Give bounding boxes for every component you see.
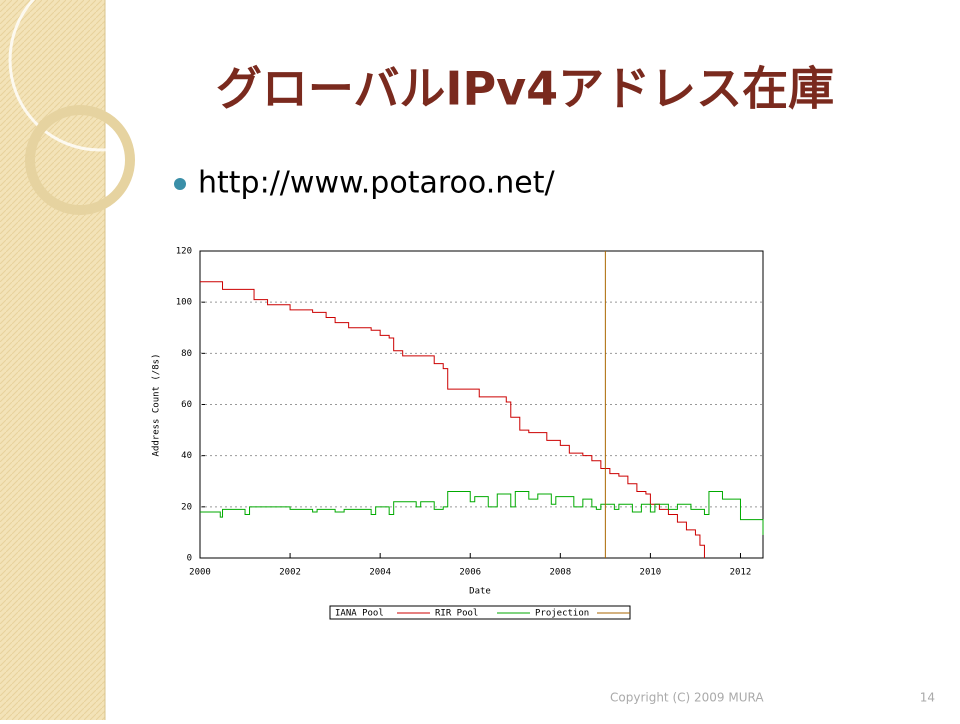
footer: Copyright (C) 2009 MURA bbox=[610, 691, 764, 705]
y-tick-label: 120 bbox=[176, 247, 192, 257]
deco-circle bbox=[25, 105, 135, 215]
y-tick-label: 0 bbox=[187, 554, 192, 564]
y-axis-label: Address Count (/8s) bbox=[152, 354, 162, 457]
y-tick-label: 40 bbox=[181, 451, 192, 461]
bullet-text: http://www.potaroo.net/ bbox=[198, 166, 555, 201]
x-tick-label: 2010 bbox=[640, 568, 662, 578]
slide-title: グローバルIPv4アドレス在庫 bbox=[216, 62, 834, 116]
x-tick-label: 2004 bbox=[369, 568, 391, 578]
legend-label: RIR Pool bbox=[435, 609, 478, 619]
x-tick-label: 2002 bbox=[279, 568, 301, 578]
y-tick-label: 20 bbox=[181, 502, 192, 512]
x-tick-label: 2012 bbox=[730, 568, 752, 578]
x-tick-label: 2008 bbox=[549, 568, 571, 578]
legend-label: Projection bbox=[535, 609, 589, 619]
y-tick-label: 80 bbox=[181, 349, 192, 359]
series-line bbox=[200, 281, 705, 558]
y-tick-label: 60 bbox=[181, 400, 192, 410]
page-number: 14 bbox=[920, 691, 935, 705]
deco-circle bbox=[8, 0, 192, 152]
y-tick-label: 100 bbox=[176, 298, 192, 308]
bullet-dot bbox=[174, 178, 186, 190]
legend-label: IANA Pool bbox=[335, 609, 384, 619]
series-line bbox=[200, 490, 764, 535]
chart: Date Address Count (/8s) 0 20 40 60 80 100 120… bbox=[152, 247, 764, 620]
x-axis-label: Date bbox=[469, 587, 491, 597]
x-tick-label: 2006 bbox=[459, 568, 481, 578]
x-tick-label: 2000 bbox=[189, 568, 211, 578]
